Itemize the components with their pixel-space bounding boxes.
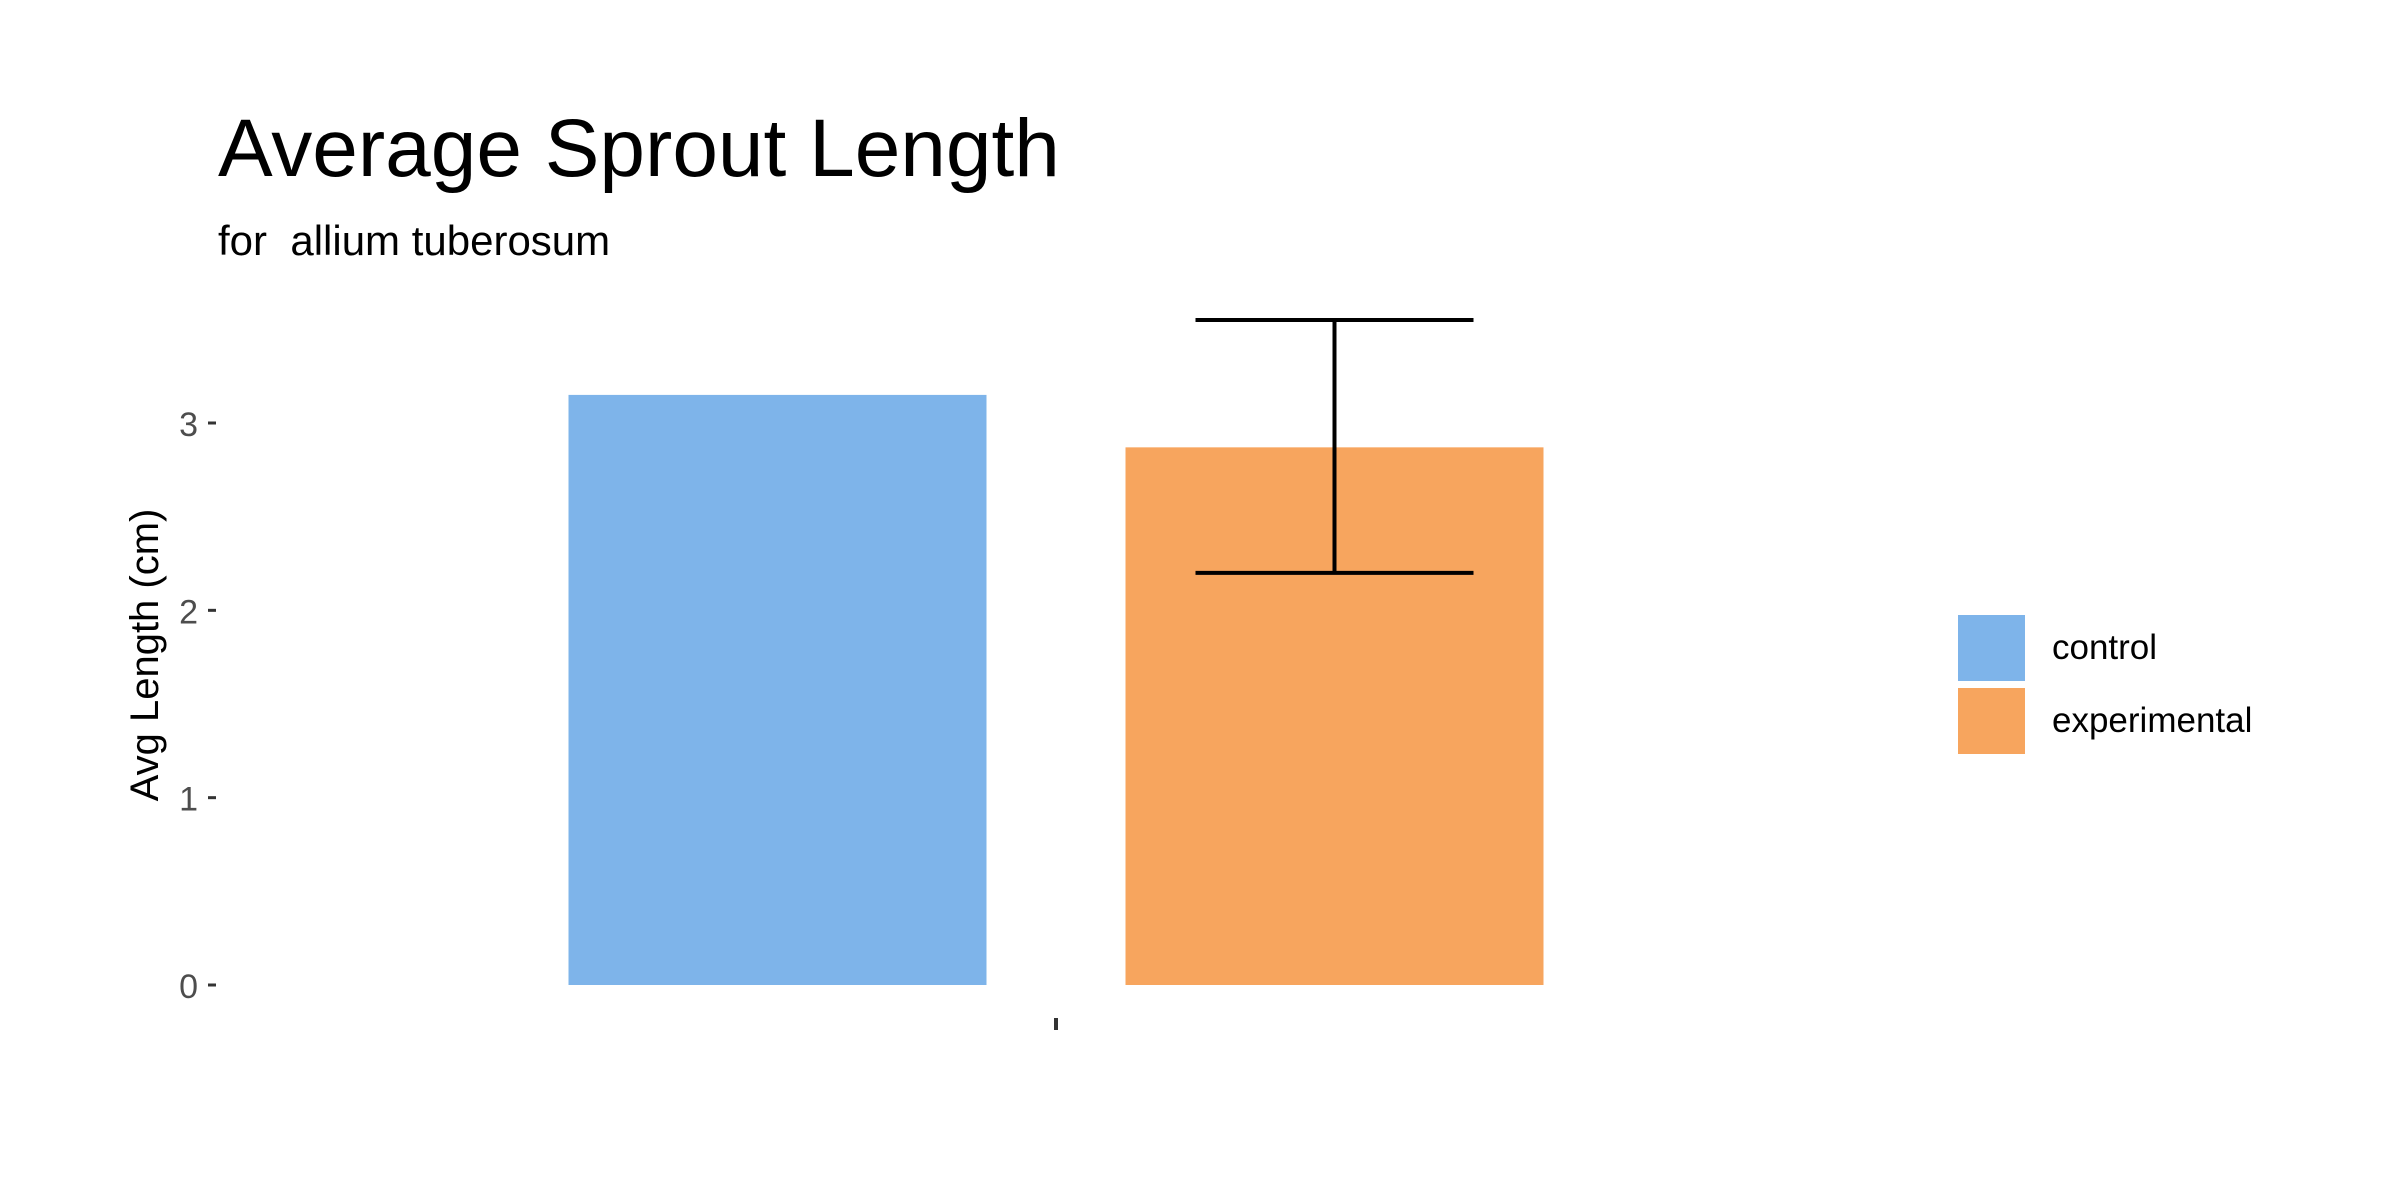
- y-tick-label: 3: [179, 406, 198, 444]
- legend: control experimental: [1958, 614, 2252, 760]
- legend-item-control: control: [1958, 614, 2252, 682]
- bars: [568, 394, 1544, 985]
- y-tick-label: 0: [179, 968, 198, 1006]
- chart-subtitle: for allium tuberosum: [218, 217, 611, 264]
- legend-key-control: [1958, 615, 2025, 681]
- legend-label-experimental: experimental: [2052, 701, 2253, 740]
- y-axis-label: Avg Length (cm): [123, 509, 167, 802]
- error-bars: [1195, 317, 1474, 575]
- legend-label-control: control: [2052, 628, 2158, 667]
- legend-key-experimental: [1958, 688, 2025, 754]
- y-tick-label: 1: [179, 781, 198, 819]
- y-axis: 0 1 2 3: [179, 406, 216, 1006]
- legend-item-experimental: experimental: [1958, 687, 2252, 755]
- chart-title: Average Sprout Length: [218, 103, 1060, 194]
- y-tick-label: 2: [179, 593, 198, 631]
- bar-control: [568, 394, 987, 985]
